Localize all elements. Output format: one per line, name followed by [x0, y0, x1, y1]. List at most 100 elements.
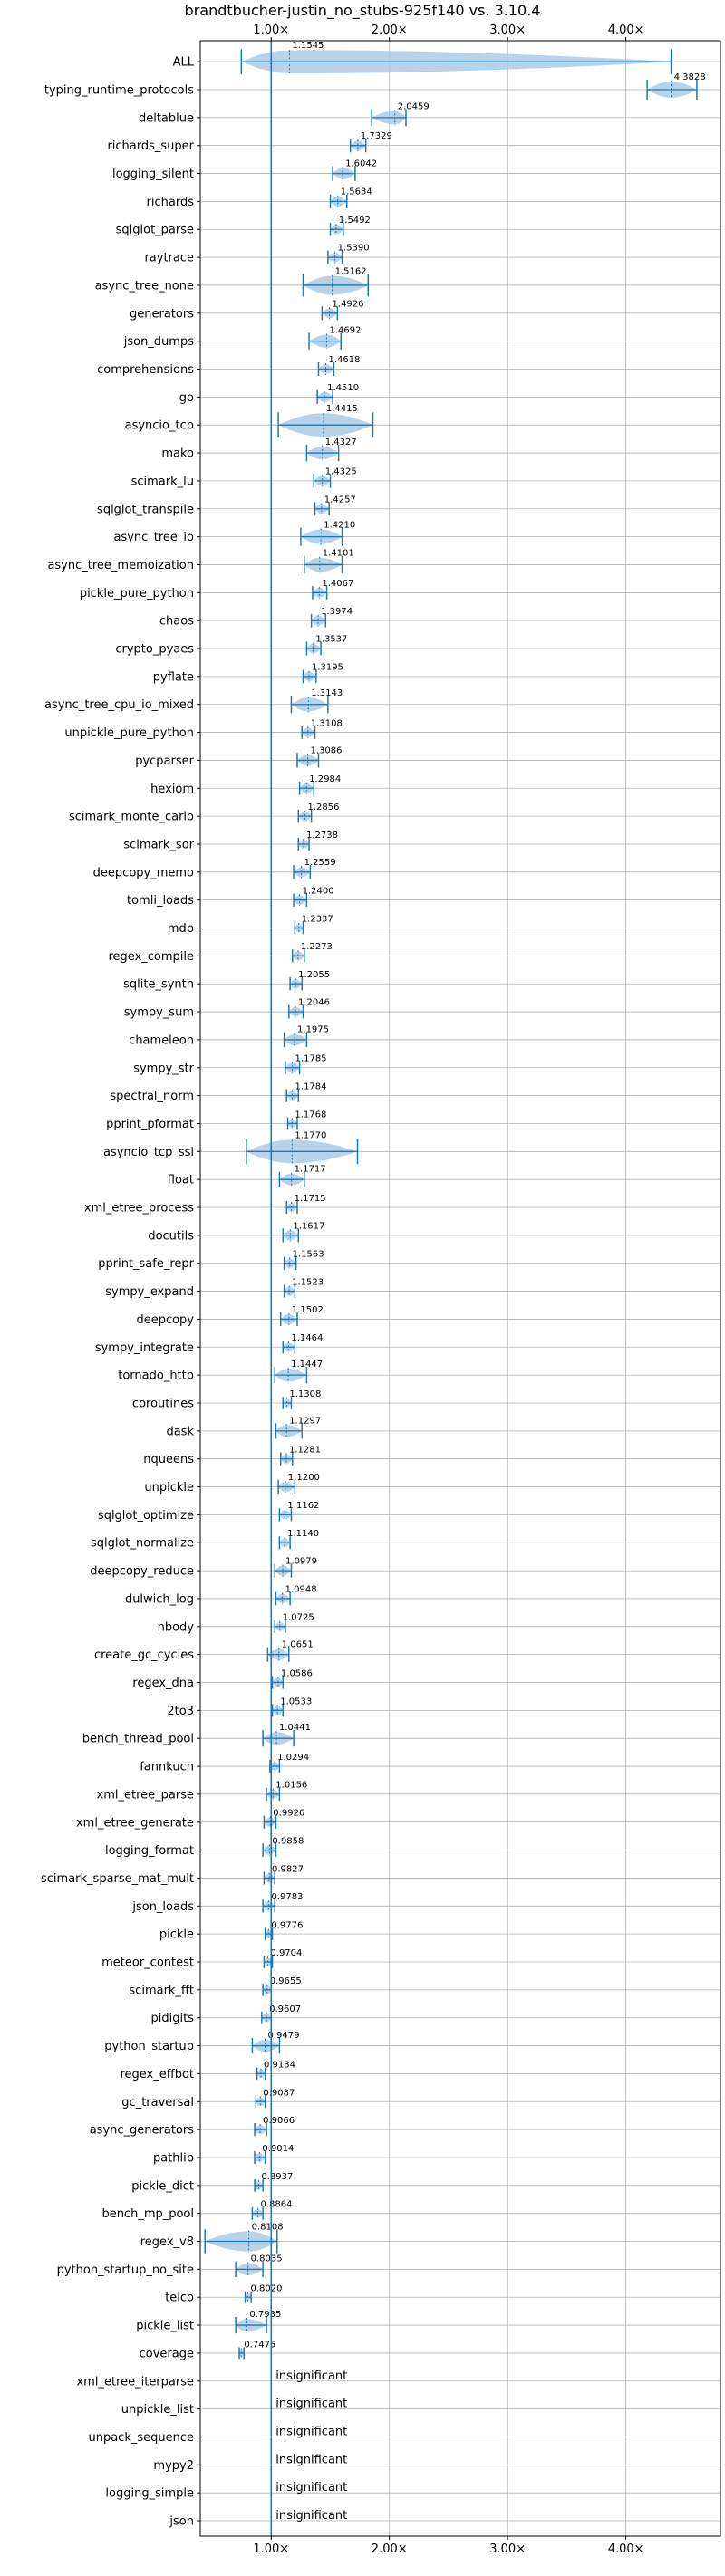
y-tick-label: gc_traversal [121, 2096, 194, 2110]
y-tick-label: tornado_http [118, 1370, 194, 1383]
value-label: 1.6042 [345, 159, 377, 168]
y-tick-label: sympy_integrate [95, 1341, 194, 1355]
y-tick-label: async_tree_cpu_io_mixed [44, 698, 194, 712]
y-tick-label: deepcopy_reduce [90, 1565, 194, 1579]
value-label: 1.4510 [327, 383, 359, 393]
x-tick-label-top: 3.00× [489, 24, 526, 37]
y-tick-label: regex_effbot [120, 2068, 194, 2081]
y-tick-label: hexiom [150, 783, 194, 796]
y-tick-label: pycparser [135, 755, 194, 768]
value-label: 0.9926 [273, 1809, 304, 1819]
value-label: 1.1502 [292, 1305, 324, 1315]
value-label: 1.4926 [333, 299, 364, 309]
value-label: 0.7935 [249, 2310, 281, 2320]
value-label: 0.8108 [252, 2222, 284, 2232]
y-tick-label: fannkuch [140, 1761, 194, 1774]
y-tick-label: pickle_dict [131, 2179, 194, 2193]
y-tick-label: comprehensions [97, 363, 194, 377]
value-label: 0.9134 [264, 2061, 295, 2071]
value-label: 1.2984 [309, 774, 341, 784]
value-label: 1.2856 [308, 803, 340, 812]
value-label: 1.2055 [298, 970, 330, 980]
value-label: 1.1975 [297, 1025, 329, 1035]
value-label: 1.1447 [291, 1360, 323, 1370]
y-tick-label: python_startup_no_site [57, 2264, 194, 2277]
y-tick-label: sympy_expand [105, 1285, 194, 1299]
value-label: 1.4210 [324, 520, 355, 530]
value-label: 1.0725 [283, 1613, 314, 1623]
y-tick-label: asyncio_tcp_ssl [103, 1146, 194, 1159]
y-tick-label: pickle_pure_python [80, 587, 194, 601]
x-tick-label-top: 2.00× [372, 24, 408, 37]
value-label: 1.1523 [292, 1278, 324, 1288]
x-tick-label-top: 1.00× [253, 24, 289, 37]
y-tick-label: sqlglot_transpile [97, 503, 194, 516]
y-tick-label: pidigits [151, 2012, 195, 2025]
value-label: 1.1162 [287, 1501, 319, 1511]
value-label: 4.3828 [674, 72, 706, 82]
value-label: 1.3143 [311, 688, 343, 698]
value-label: 2.0459 [398, 101, 430, 111]
y-tick-label: dulwich_log [125, 1592, 194, 1606]
value-label: 1.5162 [335, 266, 367, 276]
value-label: 1.2046 [298, 998, 330, 1008]
value-label: 0.9858 [272, 1836, 304, 1846]
y-tick-label: meteor_contest [102, 1956, 194, 1970]
y-tick-label: sqlglot_normalize [91, 1537, 194, 1551]
value-label: 1.1784 [295, 1081, 327, 1091]
y-tick-label: scimark_fft [129, 1984, 194, 1997]
x-tick-label-top: 4.00× [608, 24, 644, 37]
y-tick-label: scimark_monte_carlo [69, 811, 194, 824]
y-tick-label: spectral_norm [110, 1090, 194, 1103]
y-tick-label: regex_dna [132, 1677, 194, 1690]
value-label: 1.1140 [287, 1529, 319, 1539]
x-tick-label-bottom: 3.00× [489, 2542, 526, 2556]
value-label: 1.0533 [280, 1697, 312, 1706]
value-label: 1.0156 [276, 1781, 307, 1791]
y-tick-label: json_loads [131, 1900, 194, 1914]
value-label: 1.4618 [329, 355, 361, 365]
y-tick-label: pprint_safe_repr [98, 1257, 194, 1271]
y-tick-label: sqlglot_optimize [98, 1509, 194, 1523]
value-label: 1.1200 [288, 1473, 320, 1483]
value-label: 1.1297 [289, 1416, 321, 1426]
insignificant-label: insignificant [276, 2453, 347, 2466]
value-label: 1.1785 [295, 1053, 327, 1063]
value-label: 0.9607 [269, 2004, 301, 2014]
y-tick-label: richards [147, 196, 195, 209]
y-tick-label: deepcopy [136, 1313, 194, 1327]
value-label: 0.7475 [244, 2340, 276, 2350]
y-tick-label: pyflate [153, 670, 194, 684]
value-label: 1.4327 [325, 437, 357, 447]
value-label: 0.9704 [270, 1948, 302, 1958]
y-tick-label: deltablue [139, 111, 194, 125]
y-tick-label: pickle_list [136, 2320, 194, 2333]
y-tick-label: nqueens [143, 1453, 194, 1466]
value-label: 1.4415 [326, 404, 358, 414]
y-tick-label: pprint_pformat [106, 1118, 194, 1131]
y-tick-label: docutils [148, 1229, 194, 1243]
value-label: 1.4067 [322, 579, 353, 589]
value-label: 0.9014 [262, 2144, 294, 2154]
y-tick-label: scimark_sparse_mat_mult [41, 1872, 194, 1886]
y-tick-label: tomli_loads [127, 894, 194, 908]
y-tick-label: mdp [168, 922, 194, 936]
y-tick-label: xml_etree_process [84, 1202, 194, 1216]
y-tick-label: 2to3 [167, 1705, 194, 1718]
y-tick-label: regex_v8 [140, 2235, 194, 2249]
value-label: 1.1308 [289, 1389, 321, 1399]
value-label: 1.5634 [341, 187, 372, 197]
y-tick-label: unpickle [144, 1481, 194, 1495]
value-label: 1.1768 [295, 1110, 326, 1120]
value-label: 1.1464 [291, 1333, 323, 1343]
insignificant-label: insignificant [276, 2398, 347, 2411]
value-label: 1.1617 [293, 1221, 324, 1231]
y-tick-label: mypy2 [153, 2459, 194, 2473]
y-tick-label: async_tree_io [113, 531, 194, 544]
value-label: 1.3195 [312, 663, 343, 673]
value-label: 1.4101 [323, 549, 354, 559]
value-label: 1.3108 [311, 718, 343, 728]
y-tick-label: pathlib [153, 2151, 194, 2165]
x-tick-label-bottom: 1.00× [253, 2542, 289, 2556]
